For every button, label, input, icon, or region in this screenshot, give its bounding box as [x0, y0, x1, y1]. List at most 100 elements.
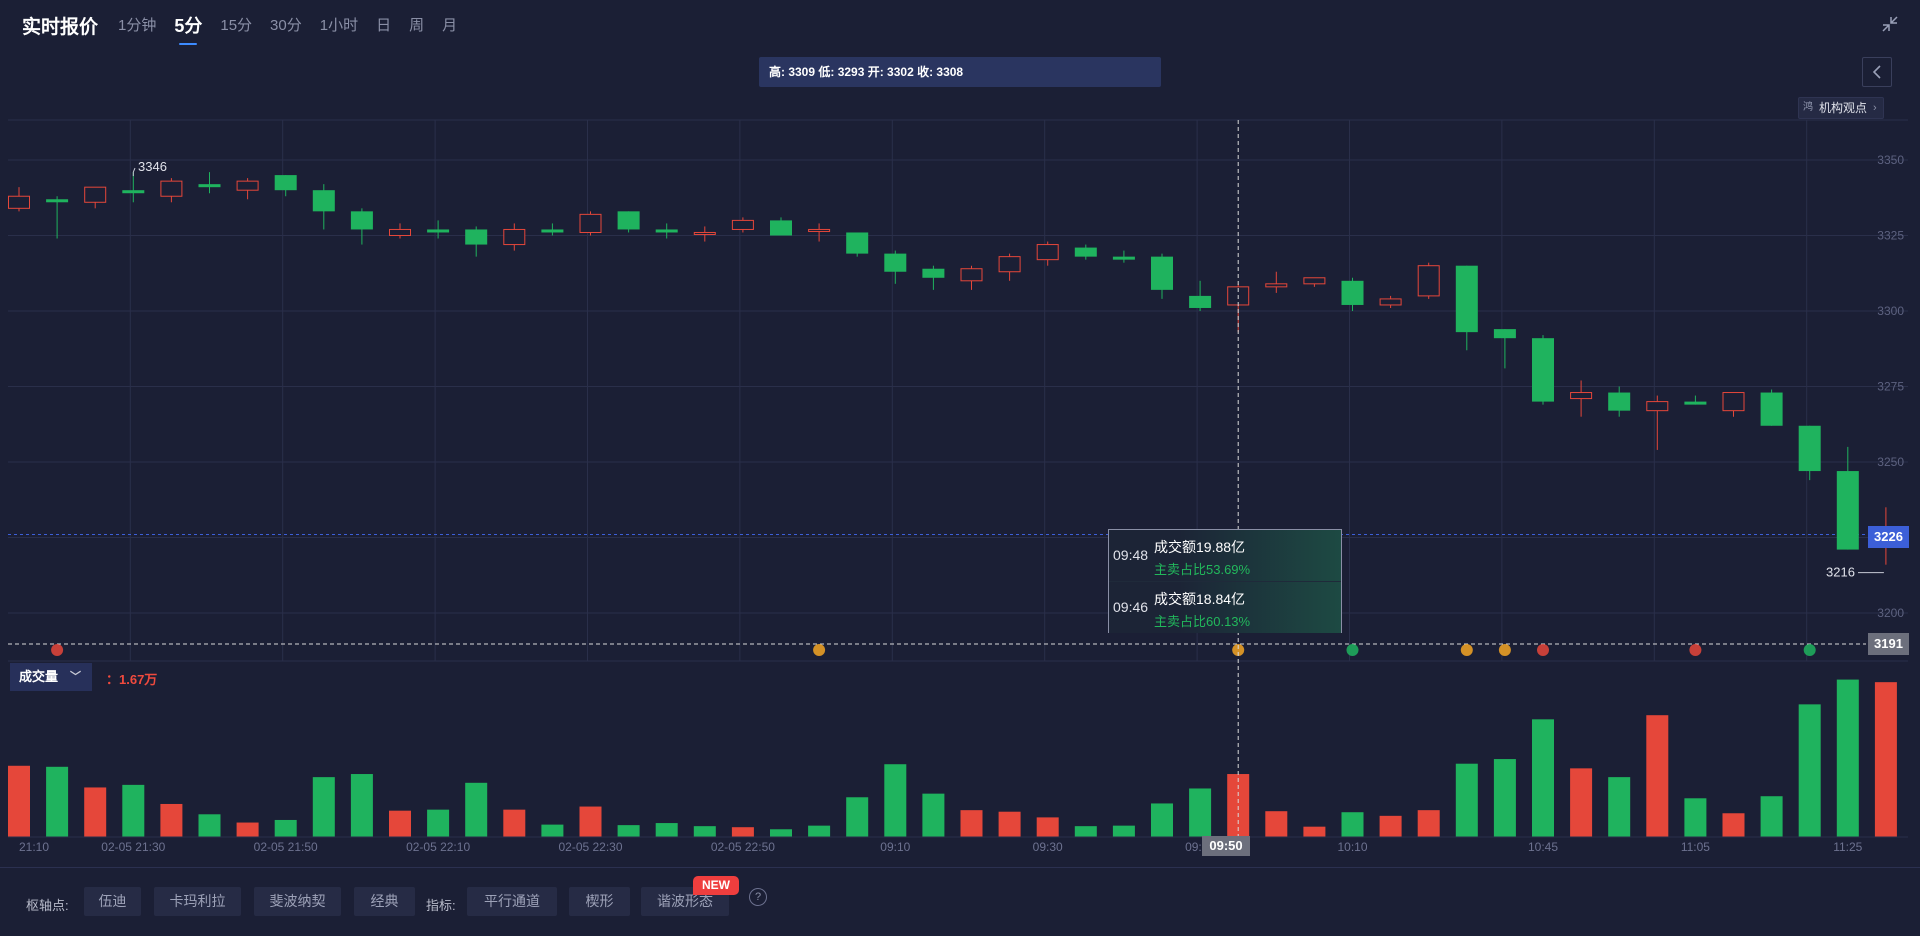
candle: [503, 223, 526, 251]
y-tick-label: 3300: [1877, 304, 1904, 318]
volume-bar: [770, 829, 792, 837]
collapse-icon[interactable]: [1880, 14, 1900, 34]
volume-indicator-select[interactable]: 成交量 ﹀: [10, 663, 92, 691]
candle: [1112, 250, 1135, 263]
volume-bar: [1379, 815, 1402, 837]
tab-1min[interactable]: 1分钟: [118, 17, 157, 34]
x-tick-label: 09:30: [1033, 840, 1063, 854]
candle-body: [1417, 265, 1440, 297]
tooltip-row: 09:46 成交额18.84亿 主卖占比60.13%: [1109, 582, 1341, 633]
y-tick-label: 3350: [1877, 153, 1904, 167]
tooltip-time: 09:48: [1113, 547, 1149, 563]
candle-body: [8, 195, 30, 209]
candle: [846, 232, 869, 257]
volume-bar: [1722, 813, 1745, 837]
candle-body: [1455, 265, 1478, 333]
candle-body: [198, 184, 221, 188]
candle: [1303, 277, 1326, 287]
candle-body: [46, 199, 69, 203]
annotations: 3346 3216: [132, 159, 1884, 580]
event-markers: [8, 643, 1866, 656]
volume-bar: [731, 827, 754, 837]
candle: [1036, 241, 1059, 266]
candle: [122, 172, 145, 203]
volume-bar: [1151, 803, 1173, 837]
new-badge: NEW: [693, 876, 739, 895]
candle-body: [1493, 329, 1516, 339]
high-arrow: [132, 167, 136, 173]
candle: [808, 223, 831, 242]
candle-body: [1379, 298, 1402, 306]
volume-bar: [808, 825, 831, 837]
candle: [579, 211, 602, 236]
indicator-parallel-channel-button[interactable]: 平行通道: [467, 887, 557, 916]
volume-bar: [1874, 682, 1897, 837]
panel-toggle-button[interactable]: [1862, 57, 1892, 87]
pivot-camarilla-button[interactable]: 卡玛利拉: [154, 887, 241, 916]
pivot-fibonacci-button[interactable]: 斐波纳契: [254, 887, 341, 916]
tab-5min[interactable]: 5分: [174, 12, 202, 45]
tab-1hour[interactable]: 1小时: [319, 17, 359, 34]
candle-body: [389, 228, 411, 237]
indicator-wedge-button[interactable]: 楔形: [569, 887, 630, 916]
candle-body: [1074, 247, 1097, 257]
tab-week[interactable]: 周: [409, 17, 425, 34]
candle-body: [465, 229, 488, 245]
tab-day[interactable]: 日: [376, 17, 392, 34]
volume-bar: [8, 765, 30, 837]
candle: [1608, 386, 1631, 417]
candle-body: [1798, 425, 1821, 472]
event-marker-icon: [51, 644, 64, 656]
timeframe-tabs: 1分钟 5分 15分 30分 1小时 日 周 月: [118, 14, 475, 46]
candle-body: [1608, 392, 1631, 411]
candle-body: [731, 219, 754, 230]
tab-month[interactable]: 月: [442, 17, 458, 34]
volume-tooltip: 09:48 成交额19.88亿 主卖占比53.69% 09:46 成交额18.8…: [1108, 529, 1342, 633]
pivot-label: 枢轴点:: [26, 898, 69, 913]
candle-body: [1760, 392, 1783, 426]
chart-canvas[interactable]: 3200322532503275330033253350 21:1002-05 …: [0, 0, 1920, 860]
candle: [541, 223, 564, 236]
top-bar: 实时报价 1分钟 5分 15分 30分 1小时 日 周 月: [0, 0, 1920, 46]
volume-bar: [693, 826, 716, 837]
help-icon[interactable]: ?: [749, 888, 767, 906]
volume-bar: [579, 806, 602, 837]
candle: [884, 250, 907, 284]
candle-body: [617, 211, 640, 230]
candle: [1455, 265, 1478, 351]
candle-body: [1646, 401, 1669, 412]
tab-15min[interactable]: 15分: [220, 17, 253, 34]
pivot-classic-button[interactable]: 经典: [354, 887, 415, 916]
chart-grid: [8, 119, 1908, 662]
candle: [1836, 446, 1859, 550]
candle-body: [350, 211, 373, 230]
indicator-label: 指标:: [426, 898, 456, 913]
candle-body: [1532, 338, 1554, 402]
event-marker-icon: [1346, 644, 1359, 656]
candle-body: [770, 220, 792, 236]
volume-bar: [998, 811, 1021, 837]
page-title: 实时报价: [22, 17, 99, 38]
current-price-tag: 3226: [1868, 526, 1909, 548]
candle-body: [1303, 277, 1326, 285]
tooltip-amount: 成交额18.84亿: [1154, 591, 1246, 607]
event-marker-icon: [1537, 644, 1549, 656]
x-tick-label: 10:45: [1528, 840, 1558, 854]
candle: [1151, 253, 1173, 299]
volume-bar: [541, 824, 564, 837]
tab-30min[interactable]: 30分: [270, 17, 302, 34]
y-axis: 3200322532503275330033253350: [1877, 153, 1904, 620]
institution-view-button[interactable]: 鸿 机构观点 ›: [1798, 97, 1884, 119]
volume-bar: [1570, 768, 1593, 837]
candle-body: [1722, 392, 1745, 412]
event-marker-icon: [1232, 644, 1245, 656]
candle: [1722, 392, 1745, 417]
volume-bar: [922, 793, 945, 837]
high-label: 3346: [138, 159, 167, 174]
y-tick-label: 3250: [1877, 455, 1904, 469]
candle: [8, 187, 30, 212]
candle-body: [998, 256, 1021, 273]
pivot-woodie-button[interactable]: 伍迪: [84, 887, 141, 916]
candle-body: [427, 229, 450, 233]
x-tick-label: 11:25: [1833, 840, 1862, 854]
